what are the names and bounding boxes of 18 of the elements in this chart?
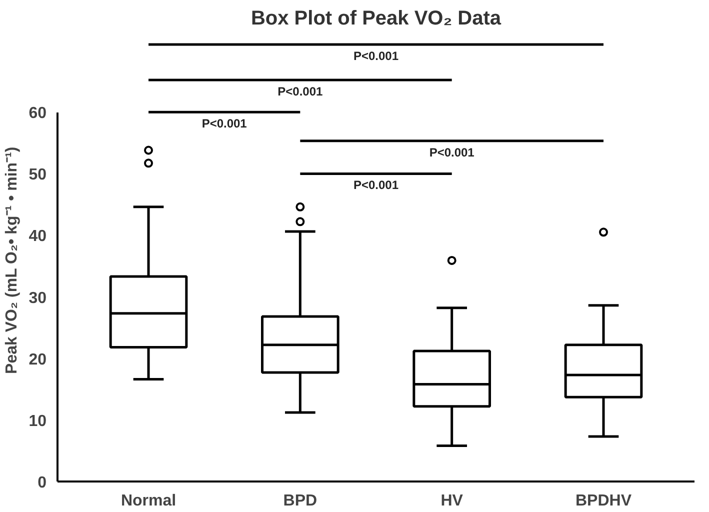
y-tick-label: 20 <box>28 351 47 368</box>
x-tick-label: HV <box>440 492 464 510</box>
chart-title: Box Plot of Peak VO₂ Data <box>250 8 502 30</box>
x-tick-label: Normal <box>120 492 176 510</box>
text: P<0.001 <box>353 48 399 63</box>
y-tick-label: 40 <box>28 228 47 246</box>
y-tick-label: 60 <box>28 105 47 122</box>
annotation: P<0.001 <box>353 178 399 192</box>
x-tick-label: BPDHV <box>575 492 632 510</box>
y-tick-label: 10 <box>28 412 47 430</box>
text: P<0.001 <box>278 84 324 98</box>
annotation: P<0.001 <box>429 145 475 160</box>
y-tick-label: 0 <box>38 474 47 492</box>
y-tick-label: 30 <box>28 290 47 307</box>
y-tick-label: 50 <box>28 166 47 184</box>
x-tick-label: BPD <box>283 492 318 510</box>
y-axis-title: Peak VO₂ (mL O₂• kg⁻¹ • min⁻¹) <box>4 146 21 374</box>
annotation: P<0.001 <box>202 116 248 131</box>
